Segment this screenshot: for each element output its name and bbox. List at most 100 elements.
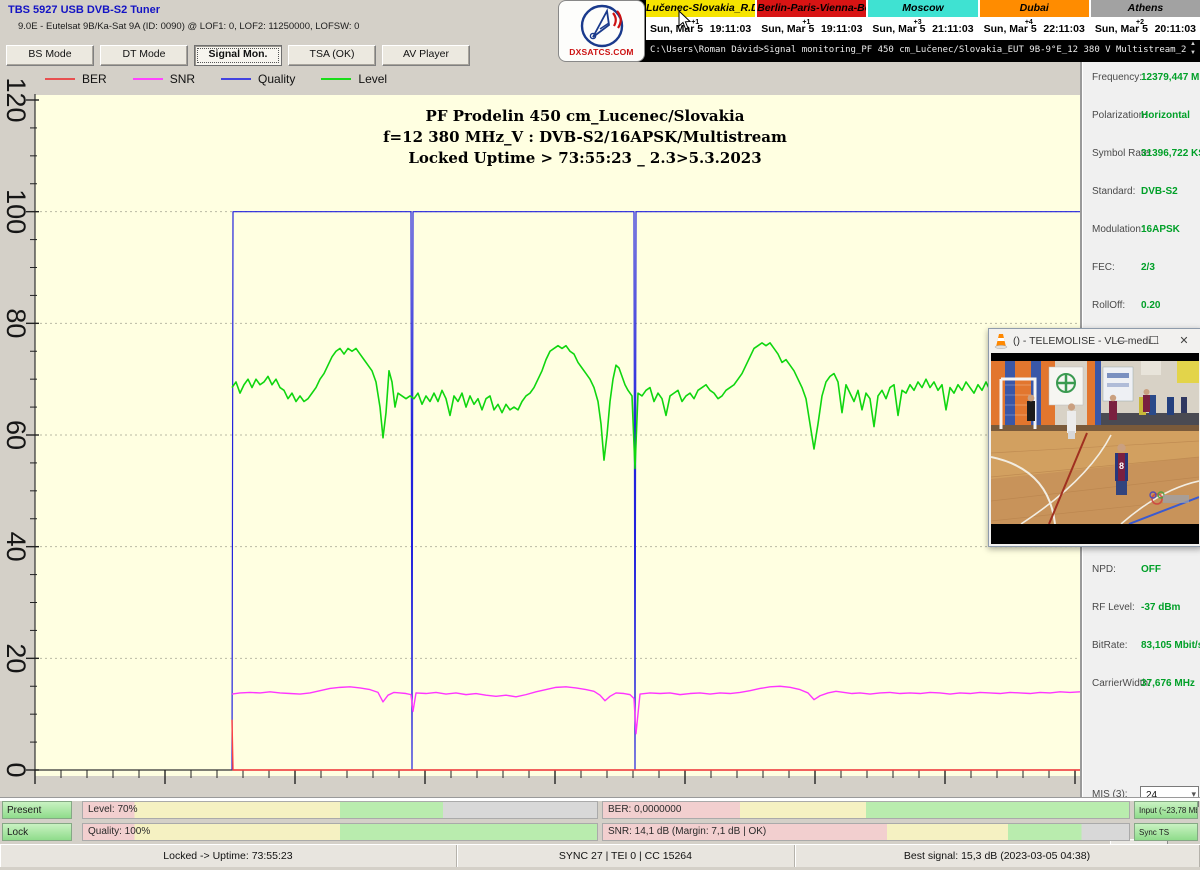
meter-snr: SNR: 14,1 dB (Margin: 7,1 dB | OK) [602,823,1130,841]
goalkeeper [1027,394,1035,421]
dxsatcs-logo: DXSATCS.COM [559,1,644,61]
tuner-subtitle: 9.0E - Eutelsat 9B/Ka-Sat 9A (ID: 0090) … [18,21,360,32]
param-label: Standard: [1092,186,1136,197]
vlc-window-title: () - TELEMOLISE - VLC medi... [1013,335,1160,347]
quality-series [231,211,1080,771]
clock-date: Sun, Mar 5 [761,23,815,35]
param-mis: MIS (3): [1083,789,1200,805]
clock-hms: 22:11:03 [1043,23,1085,35]
player-white [1067,403,1076,439]
param-value: OFF [1141,564,1161,575]
legend-swatch-quality [221,78,252,80]
y-tick-label: 100 [1,189,31,234]
console-scrollbar[interactable]: ▲ ▼ [1186,40,1200,60]
param-label: MIS (3): [1092,789,1128,800]
tv-watermark [1149,491,1189,505]
chart-title-line3: Locked Uptime > 73:55:23 _ 2.3>5.3.2023 [408,149,762,167]
y-tick-label: 80 [1,308,31,338]
y-tick-label: 120 [1,77,31,122]
clock-utc-offset: +2 [1136,19,1145,26]
legend-swatch-ber [45,78,75,80]
param-label: Polarization: [1092,110,1148,121]
vlc-cone-icon [994,334,1008,349]
param-bitrate: BitRate: 83,105 Mbit/s [1083,640,1200,656]
meter-level: Level: 70% [82,801,598,819]
indicator-present: Present [2,801,72,819]
clock-time: Sun, Mar 5 +2 20:11:03 [1090,19,1200,40]
clock-5: Athens Sun, Mar 5 +2 20:11:03 [1088,0,1200,40]
param-label: FEC: [1092,262,1115,273]
y-tick-label: 0 [1,762,31,777]
minimize-icon[interactable]: — [1116,335,1128,347]
param-value: 83,105 Mbit/s [1141,640,1200,651]
player-claret-2 [1143,389,1150,412]
futsal-court-frame: 8 [991,361,1199,524]
tab-dt-mode[interactable]: DT Mode [100,45,188,66]
param-label: Symbol Rate: [1092,148,1153,159]
param-symbolrate: Symbol Rate:31396,722 KS/s [1083,148,1200,164]
meter-row-2: Lock Quality: 100% SNR: 14,1 dB (Margin: 7… [0,823,1200,843]
dish-logo-icon [580,4,624,48]
vlc-video-frame[interactable]: 8 [991,353,1199,544]
indicator-input-23-78-mbps-: Input (~23,78 Mbps) [1134,801,1198,819]
clock-city-label: Dubai [979,0,1089,19]
y-tick-label: 20 [1,643,31,673]
param-carrierwidth: CarrierWidth: 37,676 MHz [1083,678,1200,694]
clock-time: Sun, Mar 5 +1 19:11:03 [646,19,756,40]
clock-utc-offset: +1 [691,19,700,26]
tab-av-player[interactable]: AV Player [382,45,470,66]
meters-separator [0,797,1200,801]
legend-swatch-snr [132,78,163,80]
param-polarization: Polarization: Horizontal [1083,110,1200,126]
param-value: 2/3 [1141,262,1155,273]
chevron-down-icon: ▾ [1191,789,1196,799]
clock-city-label: Moscow [868,0,978,19]
param-label: Modulation: [1092,224,1144,235]
y-tick-label: 40 [1,532,31,562]
legend-label: Level [358,72,388,86]
clock-utc-offset: +3 [913,19,922,26]
vlc-window[interactable]: () - TELEMOLISE - VLC medi... — ☐ ✕ [988,328,1200,547]
level-series [231,342,1079,470]
signal-chart: 0 20 40 60 80 100 120 [1,77,1080,784]
legend-item-quality: Quality [221,72,295,86]
chart-title: PF Prodelin 450 cm_Lucenec/Slovakia f=12… [305,106,865,169]
clock-city-label: Berlin-Paris-Vienna-Belgrade [757,0,867,19]
clock-3: Moscow Sun, Mar 5 +3 21:11:03 [866,0,978,40]
param-label: Frequency: [1092,72,1143,83]
maximize-icon[interactable]: ☐ [1149,335,1159,347]
param-label: RollOff: [1092,300,1126,311]
status-section-2: SYNC 27 | TEI 0 | CC 15264 [457,845,796,868]
legend-label: Quality [258,72,296,86]
param-value: Horizontal [1141,110,1190,121]
scroll-down-icon[interactable]: ▼ [1190,50,1196,56]
clock-date: Sun, Mar 5 [650,23,704,35]
legend-item-snr: SNR [132,72,195,86]
meter-quality: Quality: 100% [82,823,598,841]
clock-hms: 21:11:03 [932,23,974,35]
clock-hms: 19:11:03 [820,23,863,35]
console-line[interactable]: C:\Users\Roman Dávid>Signal monitoring_P… [646,40,1190,60]
scroll-up-icon[interactable]: ▲ [1190,41,1196,47]
clock-city-label: Lučenec-Slovakia_R.Dávid [646,0,756,19]
svg-text:8: 8 [1119,461,1124,471]
vlc-titlebar[interactable]: () - TELEMOLISE - VLC medi... — ☐ ✕ [989,329,1200,353]
param-label: NPD: [1092,564,1116,575]
param-value: 16APSK [1141,224,1180,235]
clock-date: Sun, Mar 5 [983,23,1037,35]
param-value: 12379,447 MHz [1141,72,1200,83]
tab-tsa-ok-[interactable]: TSA (OK) [288,45,376,66]
world-clocks: Lučenec-Slovakia_R.DávidSun, Mar 5+119:1… [646,0,1200,40]
status-section-3: Best signal: 15,3 dB (2023-03-05 04:38) [795,845,1200,868]
param-rflevel: RF Level: -37 dBm [1083,602,1200,618]
indicator-lock: Lock [2,823,72,841]
mis-selected-value: 24 [1146,790,1158,801]
clock-4: Dubai Sun, Mar 5 +4 22:11:03 [977,0,1089,40]
indicator-sync-ts: Sync TS [1134,823,1198,841]
legend-label: BER [82,72,107,86]
clock-time: Sun, Mar 5 +4 22:11:03 [979,19,1089,40]
tab-signal-mon-[interactable]: Signal Mon. [194,45,282,66]
close-icon[interactable]: ✕ [1179,335,1189,347]
tab-bs-mode[interactable]: BS Mode [6,45,94,66]
meter-row-1: Present Level: 70% BER: 0,0000000 Input (~2… [0,801,1200,821]
